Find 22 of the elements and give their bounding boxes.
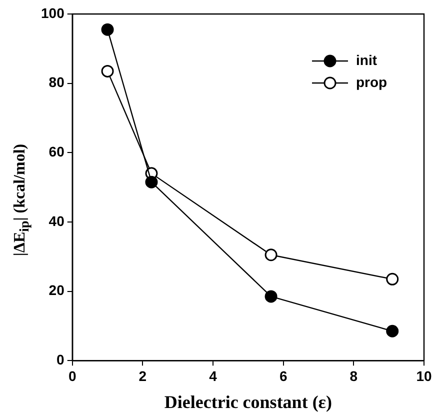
point — [386, 272, 399, 286]
y-tick-label: 0 — [56, 351, 65, 368]
y-tick-label: 40 — [48, 212, 65, 229]
point — [264, 248, 278, 262]
point — [101, 23, 114, 36]
x-tick-label: 0 — [68, 368, 76, 384]
point — [386, 324, 399, 338]
x-tick-label: 4 — [209, 368, 218, 384]
x-tick-label: 6 — [279, 368, 288, 384]
x-axis-title: Dielectric constant (ε) — [164, 392, 332, 412]
x-tick-label: 8 — [350, 368, 358, 384]
y-tick-label: 80 — [48, 74, 65, 90]
y-tick-label: 100 — [41, 4, 65, 21]
point — [145, 176, 158, 188]
y-tick-label: 60 — [48, 144, 65, 160]
legend-label: prop — [356, 74, 388, 90]
point — [264, 290, 278, 303]
x-tick-label: 10 — [416, 368, 432, 384]
y-tick-label: 20 — [48, 282, 65, 298]
point — [101, 64, 114, 78]
x-tick-label: 2 — [138, 368, 147, 384]
legend-label: init — [356, 52, 378, 68]
